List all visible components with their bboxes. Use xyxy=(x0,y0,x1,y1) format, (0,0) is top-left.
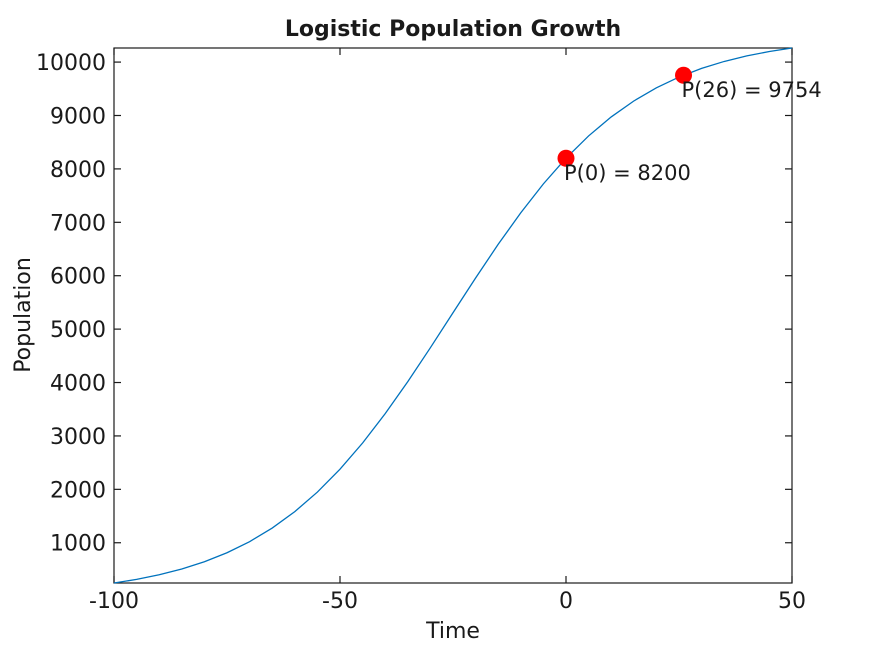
axis-ticks xyxy=(113,48,793,583)
y-tick-label: 6000 xyxy=(50,265,106,290)
y-axis-label: Population xyxy=(11,257,36,373)
plot-area-border xyxy=(113,47,793,584)
y-tick-label: 9000 xyxy=(50,104,106,129)
data-point-marker xyxy=(675,66,693,84)
x-tick-label: -50 xyxy=(322,589,358,614)
y-tick-label: 7000 xyxy=(50,211,106,236)
y-tick-label: 2000 xyxy=(50,478,106,503)
data-point-label: P(26) = 9754 xyxy=(682,78,822,102)
data-point-label: P(0) = 8200 xyxy=(564,161,691,185)
y-tick-label: 4000 xyxy=(50,372,106,397)
axis-tick-labels: -100 -50 0 50 1000 2000 3000 4000 5000 6000 7000 80… xyxy=(36,51,806,614)
data-point-marker xyxy=(557,149,575,167)
logistic-curve xyxy=(113,47,793,584)
y-tick-label: 1000 xyxy=(50,532,106,557)
y-tick-label: 8000 xyxy=(50,158,106,183)
y-tick-label: 5000 xyxy=(50,318,106,343)
data-points: P(0) = 8200 P(26) = 9754 xyxy=(557,66,822,185)
x-axis-label: Time xyxy=(425,619,480,644)
y-tick-label: 10000 xyxy=(36,51,106,76)
x-tick-label: -100 xyxy=(89,589,139,614)
x-tick-label: 50 xyxy=(778,589,806,614)
chart-title: Logistic Population Growth xyxy=(285,17,621,42)
x-tick-label: 0 xyxy=(559,589,573,614)
y-tick-label: 3000 xyxy=(50,425,106,450)
